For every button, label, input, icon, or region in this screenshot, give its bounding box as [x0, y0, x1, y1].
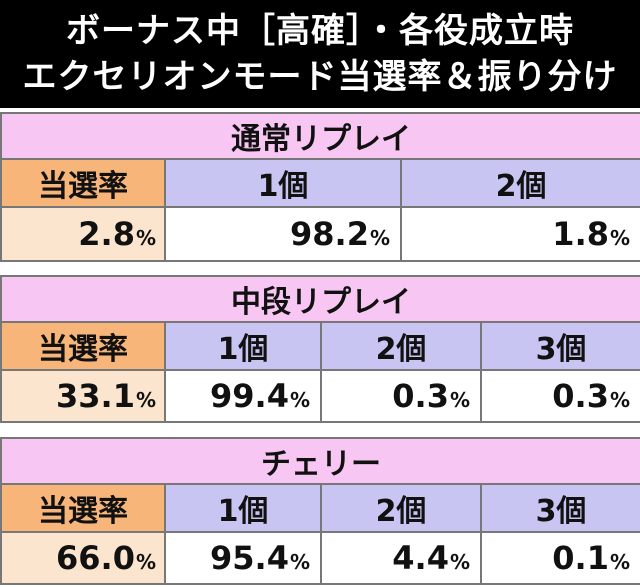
table-cell: 0.1% — [480, 531, 640, 585]
section-header: チェリー — [0, 437, 640, 485]
rate-label: 当選率 — [0, 158, 166, 208]
rate-label: 当選率 — [0, 483, 166, 533]
section-header: 中段リプレイ — [0, 275, 640, 323]
page-title: ボーナス中［高確］・各役成立時 エクセリオンモード当選率＆振り分け — [0, 0, 640, 108]
column-header: 3個 — [480, 483, 640, 533]
section-header: 通常リプレイ — [0, 112, 640, 160]
table-cell: 98.2% — [164, 206, 402, 262]
table-cell: 1.8% — [399, 206, 640, 262]
title-line-2: エクセリオンモード当選率＆振り分け — [22, 57, 618, 97]
column-header: 1個 — [164, 483, 322, 533]
section-cherry: チェリー 当選率 1個 2個 3個 66.0% 95.4% 4.4% 0.1% — [0, 437, 640, 585]
column-header: 2個 — [399, 158, 640, 208]
rate-value: 33.1% — [0, 369, 166, 423]
rate-label: 当選率 — [0, 321, 166, 371]
table-cell: 4.4% — [320, 531, 482, 585]
section-middle-replay: 中段リプレイ 当選率 1個 2個 3個 33.1% 99.4% 0.3% 0.3… — [0, 275, 640, 423]
rate-value: 2.8% — [0, 206, 166, 262]
section-normal-replay: 通常リプレイ 当選率 1個 2個 2.8% 98.2% 1.8% — [0, 112, 640, 262]
table-cell: 95.4% — [164, 531, 322, 585]
table-cell: 99.4% — [164, 369, 322, 423]
table-cell: 0.3% — [480, 369, 640, 423]
column-header: 2個 — [320, 321, 482, 371]
column-header: 1個 — [164, 321, 322, 371]
title-line-1: ボーナス中［高確］・各役成立時 — [66, 11, 574, 51]
rate-value: 66.0% — [0, 531, 166, 585]
column-header: 2個 — [320, 483, 482, 533]
column-header: 3個 — [480, 321, 640, 371]
column-header: 1個 — [164, 158, 402, 208]
table-cell: 0.3% — [320, 369, 482, 423]
